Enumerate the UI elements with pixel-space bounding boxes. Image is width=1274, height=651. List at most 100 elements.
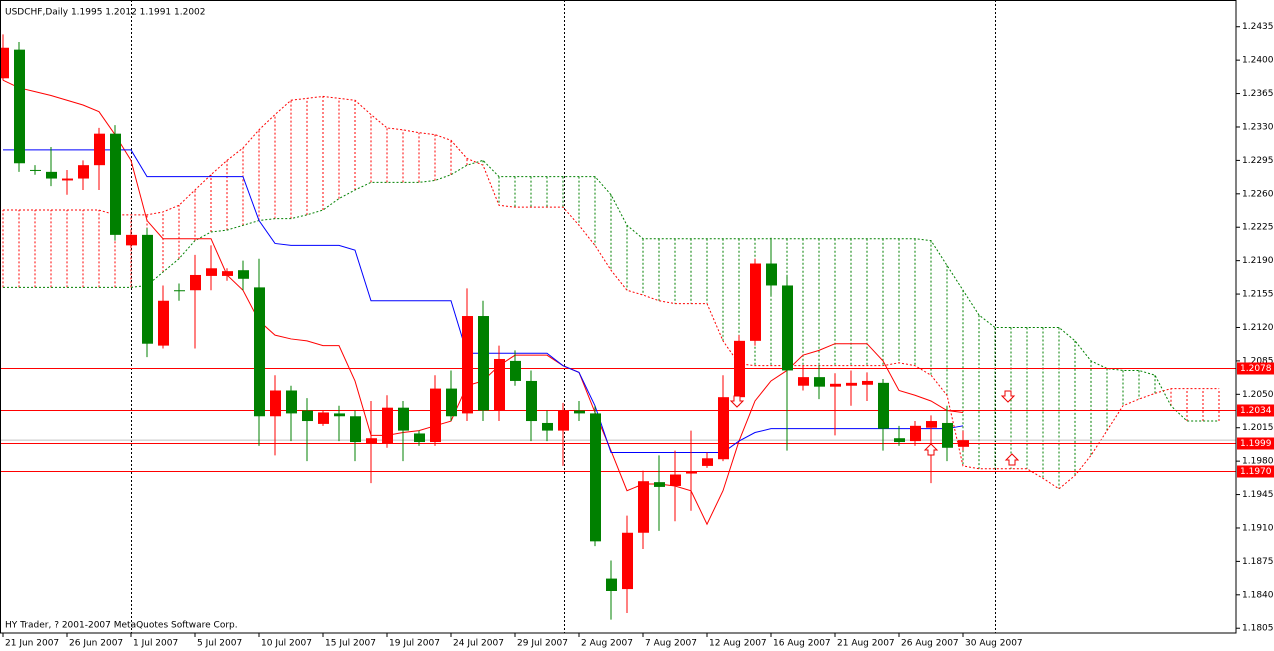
- copyright: HY Trader, ? 2001-2007 MetaQuotes Softwa…: [5, 621, 238, 631]
- candle-body: [222, 271, 233, 276]
- level-label: 1.1970: [1240, 467, 1272, 477]
- sell-arrow: [1000, 390, 1016, 403]
- x-tick-label: 15 Jul 2007: [325, 639, 376, 649]
- candle-body: [0, 47, 9, 79]
- candle-body: [350, 416, 361, 443]
- x-tick-label: 29 Jul 2007: [517, 639, 568, 649]
- candle-body: [638, 481, 649, 533]
- candle-body: [830, 383, 841, 387]
- y-tick-label: 1.1910: [1242, 523, 1274, 533]
- candle-body: [878, 382, 889, 429]
- candle-body: [846, 382, 857, 386]
- y-tick-label: 1.2260: [1242, 189, 1274, 199]
- x-tick-label: 16 Aug 2007: [773, 639, 831, 649]
- candle-body: [366, 438, 377, 444]
- candle-body: [910, 425, 921, 442]
- candle-body: [590, 413, 601, 542]
- buy-arrow: [1004, 453, 1020, 466]
- candle-body: [46, 171, 57, 179]
- candle-body: [462, 316, 473, 414]
- candle-body: [622, 532, 633, 590]
- y-tick-label: 1.1805: [1242, 624, 1274, 634]
- candle-body: [286, 390, 297, 414]
- y-tick-label: 1.1945: [1242, 490, 1274, 500]
- level-label: 1.1999: [1240, 439, 1272, 449]
- sell-arrow: [729, 395, 745, 408]
- buy-arrow: [923, 443, 939, 456]
- candle-body: [478, 316, 489, 411]
- y-tick-label: 1.1875: [1242, 557, 1274, 567]
- candle-body: [414, 433, 425, 443]
- candle-body: [510, 360, 521, 381]
- candle-body: [142, 234, 153, 344]
- candle-body: [766, 263, 777, 286]
- candle-body: [334, 413, 345, 417]
- candle-body: [894, 438, 905, 443]
- candle-body: [670, 474, 681, 486]
- candle-body: [78, 165, 89, 179]
- candle-body: [734, 340, 745, 398]
- annotations: [729, 390, 1020, 466]
- candle-body: [862, 380, 873, 385]
- level-label-box: [1237, 404, 1274, 417]
- candle-body: [526, 380, 537, 422]
- candle-body: [446, 388, 457, 417]
- level-label-box: [1237, 362, 1274, 375]
- y-tick-label: 1.2225: [1242, 223, 1274, 233]
- y-tick-label: 1.2050: [1242, 390, 1274, 400]
- candle-body: [174, 290, 185, 292]
- candle-body: [158, 300, 169, 346]
- y-tick-label: 1.1840: [1242, 590, 1274, 600]
- senkou-span-a: [3, 159, 1219, 422]
- level-label: 1.2034: [1240, 406, 1272, 416]
- x-tick-label: 21 Aug 2007: [837, 639, 895, 649]
- candle-body: [798, 377, 809, 386]
- y-tick-label: 1.2155: [1242, 290, 1274, 300]
- candle-body: [302, 410, 313, 422]
- candle-body: [206, 268, 217, 276]
- candle-body: [958, 440, 969, 447]
- chart-title: USDCHF,Daily 1.1995 1.2012 1.1991 1.2002: [5, 8, 206, 18]
- x-tick-label: 26 Jun 2007: [69, 639, 123, 649]
- candle-body: [782, 285, 793, 371]
- y-tick-label: 1.2015: [1242, 423, 1274, 433]
- x-tick-label: 19 Jul 2007: [389, 639, 440, 649]
- level-label-box: [1237, 437, 1274, 450]
- candle-body: [542, 422, 553, 431]
- x-tick-label: 1 Jul 2007: [133, 639, 178, 649]
- candle-body: [926, 421, 937, 428]
- candle-body: [654, 482, 665, 487]
- candle-body: [110, 133, 121, 235]
- candle-body: [30, 169, 41, 171]
- x-tick-label: 5 Jul 2007: [197, 639, 242, 649]
- candle-body: [574, 410, 585, 414]
- x-tick-label: 2 Aug 2007: [581, 639, 633, 649]
- x-tick-label: 7 Aug 2007: [645, 639, 697, 649]
- x-tick-label: 24 Jul 2007: [453, 639, 504, 649]
- y-tick-label: 1.2400: [1242, 56, 1274, 66]
- x-tick-label: 21 Jun 2007: [5, 639, 59, 649]
- level-label-box: [1237, 465, 1274, 478]
- candle-body: [942, 422, 953, 448]
- candle-body: [686, 471, 697, 474]
- candle-body: [254, 287, 265, 417]
- y-tick-label: 1.2435: [1242, 22, 1274, 32]
- candle-body: [750, 263, 761, 341]
- level-label: 1.2078: [1240, 364, 1272, 374]
- candle-body: [126, 234, 137, 246]
- x-tick-label: 26 Aug 2007: [901, 639, 959, 649]
- x-tick-label: 30 Aug 2007: [965, 639, 1023, 649]
- candle-body: [94, 133, 105, 166]
- candle-body: [398, 407, 409, 431]
- candle-body: [62, 178, 73, 181]
- candle-body: [558, 410, 569, 431]
- x-tick-label: 10 Jul 2007: [261, 639, 312, 649]
- candle-body: [494, 358, 505, 411]
- plot-frame: [0, 0, 1237, 634]
- candle-body: [190, 274, 201, 291]
- senkou-span-b: [3, 95, 1219, 490]
- candle-body: [318, 412, 329, 424]
- y-tick-label: 1.2295: [1242, 156, 1274, 166]
